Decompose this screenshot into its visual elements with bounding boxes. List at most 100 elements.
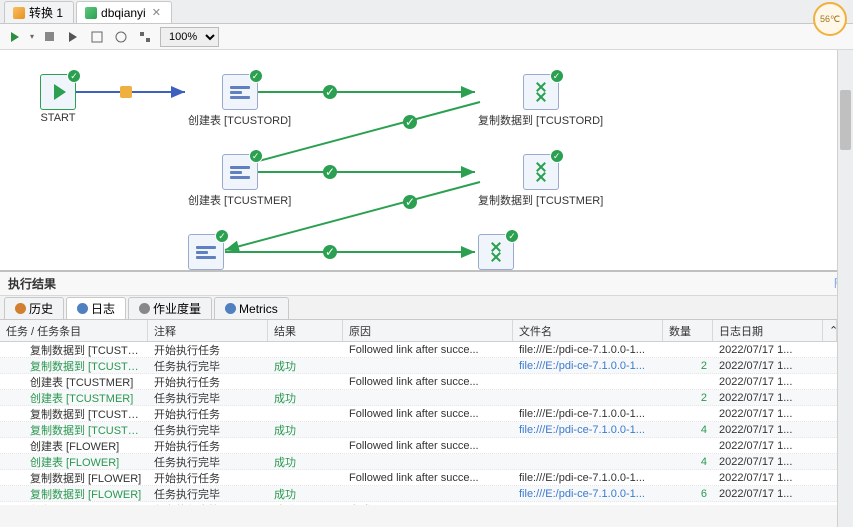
- cell-result: 成功: [268, 502, 343, 506]
- table-row[interactable]: 复制数据到 [FLOWER]开始执行任务Followed link after …: [0, 470, 853, 486]
- cell-date: 2022/07/17 1...: [713, 488, 823, 500]
- cell-note: 开始执行任务: [148, 374, 268, 390]
- col-note[interactable]: 注释: [148, 320, 268, 341]
- check-icon: ✓: [249, 149, 263, 163]
- node-label: 复制数据到 [TCUSTMER]: [478, 192, 603, 208]
- cell-note: 开始执行任务: [148, 470, 268, 486]
- cell-task: 创建表 [FLOWER]: [0, 454, 148, 470]
- lock-icon: [120, 86, 132, 98]
- results-title: 执行结果: [8, 275, 56, 292]
- svg-text:✓: ✓: [405, 195, 415, 209]
- canvas-links: ✓ ✓ ✓ ✓ ✓: [0, 50, 853, 270]
- cell-count: 2: [663, 360, 713, 372]
- table-row[interactable]: 复制数据到 [TCUSTORD]任务执行完毕成功file:///E:/pdi-c…: [0, 358, 853, 374]
- close-icon[interactable]: ✕: [152, 6, 161, 19]
- tab-log[interactable]: 日志: [66, 297, 126, 319]
- cell-reason: 完成: [343, 502, 513, 506]
- sql-button[interactable]: [112, 28, 130, 46]
- check-icon: ✓: [550, 149, 564, 163]
- results-tabs: 历史 日志 作业度量 Metrics: [0, 296, 853, 320]
- cell-reason: Followed link after succe...: [343, 440, 513, 452]
- cell-note: 任务执行完毕: [148, 454, 268, 470]
- transformation-icon: [13, 7, 25, 19]
- run-dropdown-icon[interactable]: ▾: [30, 32, 34, 41]
- cell-file: file:///E:/pdi-ce-7.1.0.0-1...: [513, 344, 663, 356]
- col-date[interactable]: 日志日期: [713, 320, 823, 341]
- cell-task: 复制数据到 [TCUSTMER]: [0, 422, 148, 438]
- zoom-select[interactable]: 100%: [160, 27, 219, 47]
- cell-date: 2022/07/17 1...: [713, 424, 823, 436]
- table-row[interactable]: 任务: dbqianyi任务执行完毕成功完成62022/07/17 1...: [0, 502, 853, 505]
- cell-task: 复制数据到 [TCUSTORD]: [0, 342, 148, 358]
- cell-result: 成功: [268, 390, 343, 406]
- canvas[interactable]: ✓ ✓ ✓ ✓ ✓ ✓ START ✓ 创建表 [TCUSTORD] ✓ 复制数…: [0, 50, 853, 270]
- impact-button[interactable]: [136, 28, 154, 46]
- node-start[interactable]: ✓ START: [40, 74, 76, 124]
- debug-button[interactable]: [88, 28, 106, 46]
- cell-date: 2022/07/17 1...: [713, 472, 823, 484]
- cell-note: 开始执行任务: [148, 342, 268, 358]
- table-row[interactable]: 复制数据到 [FLOWER]任务执行完毕成功file:///E:/pdi-ce-…: [0, 486, 853, 502]
- cell-reason: Followed link after succe...: [343, 376, 513, 388]
- col-reason[interactable]: 原因: [343, 320, 513, 341]
- cell-date: 2022/07/17 1...: [713, 360, 823, 372]
- node-label: 创建表 [TCUSTMER]: [188, 192, 291, 208]
- tab-label: 转换 1: [29, 4, 63, 21]
- table-row[interactable]: 创建表 [TCUSTMER]任务执行完毕成功22022/07/17 1...: [0, 390, 853, 406]
- run-button[interactable]: [6, 28, 24, 46]
- cell-file: file:///E:/pdi-ce-7.1.0.0-1...: [513, 424, 663, 436]
- node-copy-tcustmer[interactable]: ✓ 复制数据到 [TCUSTMER]: [478, 154, 603, 208]
- temperature-badge: 56℃: [813, 2, 847, 36]
- table-row[interactable]: 复制数据到 [TCUSTORD]开始执行任务 Followed link afte…: [0, 342, 853, 358]
- stop-button[interactable]: [40, 28, 58, 46]
- node-copy-tcustord[interactable]: ✓ 复制数据到 [TCUSTORD]: [478, 74, 603, 128]
- cell-result: 成功: [268, 454, 343, 470]
- check-icon: ✓: [215, 229, 229, 243]
- cell-result: 成功: [268, 358, 343, 374]
- check-icon: ✓: [505, 229, 519, 243]
- cell-note: 任务执行完毕: [148, 502, 268, 506]
- table-row[interactable]: 创建表 [FLOWER]开始执行任务Followed link after su…: [0, 438, 853, 454]
- grid-body: 复制数据到 [TCUSTORD]开始执行任务Followed link afte…: [0, 342, 853, 505]
- table-row[interactable]: 创建表 [TCUSTMER]开始执行任务 Followed link after …: [0, 374, 853, 390]
- results-panel: 执行结果 ⇱ 历史 日志 作业度量 Metrics 任务 / 任务条目 注释 结…: [0, 270, 853, 505]
- col-count[interactable]: 数量: [663, 320, 713, 341]
- cell-count: 6: [663, 504, 713, 506]
- node-create-tcustmer[interactable]: ✓ 创建表 [TCUSTMER]: [188, 154, 291, 208]
- svg-text:✓: ✓: [325, 245, 335, 259]
- col-task[interactable]: 任务 / 任务条目: [0, 320, 148, 341]
- tab-history[interactable]: 历史: [4, 297, 64, 319]
- cell-task: 创建表 [TCUSTMER]: [0, 374, 148, 390]
- svg-text:✓: ✓: [325, 85, 335, 99]
- cell-task: 创建表 [TCUSTMER]: [0, 390, 148, 406]
- preview-button[interactable]: [64, 28, 82, 46]
- cell-date: 2022/07/17 1...: [713, 392, 823, 404]
- col-sort-icon[interactable]: ⌃: [823, 320, 837, 341]
- col-result[interactable]: 结果: [268, 320, 343, 341]
- svg-text:✓: ✓: [325, 165, 335, 179]
- cell-task: 复制数据到 [FLOWER]: [0, 486, 148, 502]
- tab-metrics[interactable]: Metrics: [214, 297, 289, 319]
- node-create-flower[interactable]: ✓: [188, 234, 224, 270]
- cell-date: 2022/07/17 1...: [713, 440, 823, 452]
- cell-result: 成功: [268, 486, 343, 502]
- node-label: START: [40, 112, 75, 124]
- node-create-tcustord[interactable]: ✓ 创建表 [TCUSTORD]: [188, 74, 291, 128]
- cell-file: file:///E:/pdi-ce-7.1.0.0-1...: [513, 360, 663, 372]
- cell-date: 2022/07/17 1...: [713, 408, 823, 420]
- cell-count: 6: [663, 488, 713, 500]
- scrollbar-vertical[interactable]: [837, 50, 853, 527]
- node-copy-flower[interactable]: ✓: [478, 234, 514, 270]
- tab-jobmetrics[interactable]: 作业度量: [128, 297, 212, 319]
- cell-note: 任务执行完毕: [148, 486, 268, 502]
- cell-file: file:///E:/pdi-ce-7.1.0.0-1...: [513, 408, 663, 420]
- cell-note: 开始执行任务: [148, 438, 268, 454]
- table-row[interactable]: 复制数据到 [TCUSTMER]任务执行完毕成功file:///E:/pdi-c…: [0, 422, 853, 438]
- cell-reason: Followed link after succe...: [343, 344, 513, 356]
- cell-reason: Followed link after succe...: [343, 472, 513, 484]
- editor-tab-dbqianyi[interactable]: dbqianyi ✕: [76, 1, 172, 23]
- editor-tab-trans1[interactable]: 转换 1: [4, 1, 74, 23]
- table-row[interactable]: 创建表 [FLOWER]任务执行完毕成功42022/07/17 1...: [0, 454, 853, 470]
- table-row[interactable]: 复制数据到 [TCUSTMER]开始执行任务Followed link afte…: [0, 406, 853, 422]
- col-file[interactable]: 文件名: [513, 320, 663, 341]
